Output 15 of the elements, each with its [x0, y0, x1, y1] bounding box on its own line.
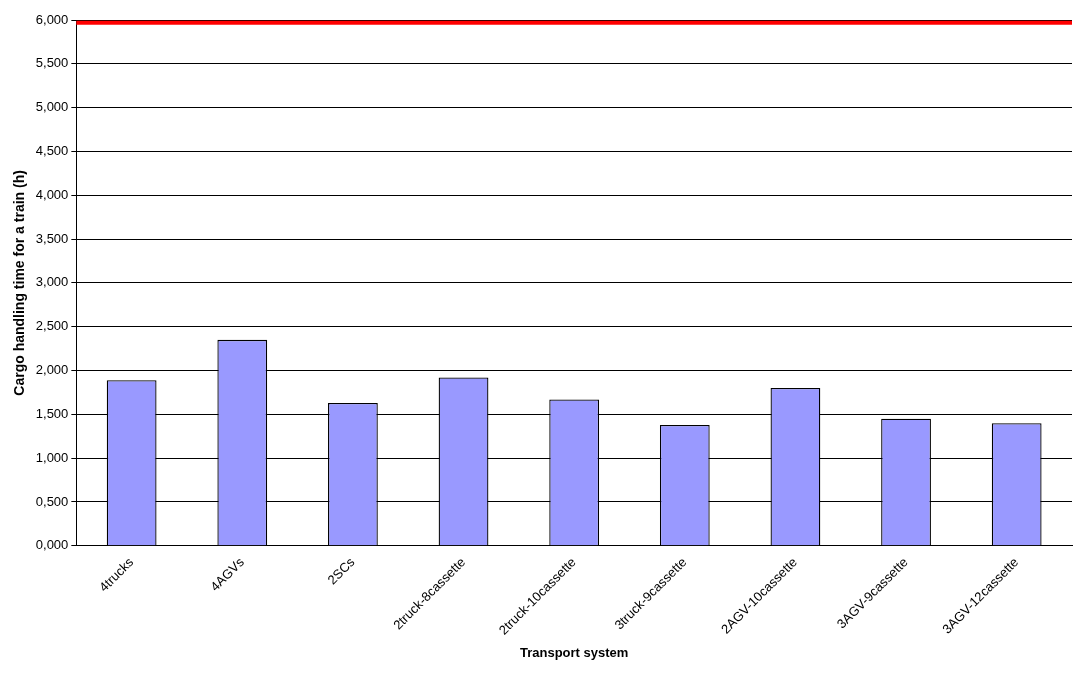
y-tick-label: 5,500 — [35, 55, 69, 71]
y-tick-label: 2,500 — [35, 318, 69, 334]
y-tick-label: 4,500 — [35, 143, 69, 159]
y-tick-label: 0,500 — [35, 493, 69, 509]
x-axis-title: Transport system — [519, 644, 629, 660]
y-tick-label: 0,000 — [35, 537, 69, 553]
y-tick-label: 1,000 — [35, 449, 69, 465]
y-tick-label: 4,000 — [35, 186, 69, 202]
y-axis-title: Cargo handling time for a train (h) — [11, 170, 28, 396]
y-tick-label: 6,000 — [35, 11, 69, 27]
y-tick-label: 3,000 — [35, 274, 69, 290]
y-tick-label: 2,000 — [35, 362, 69, 378]
y-tick-label: 5,000 — [35, 99, 69, 115]
y-tick-label: 1,500 — [35, 405, 69, 421]
y-tick-label: 3,500 — [35, 230, 69, 246]
